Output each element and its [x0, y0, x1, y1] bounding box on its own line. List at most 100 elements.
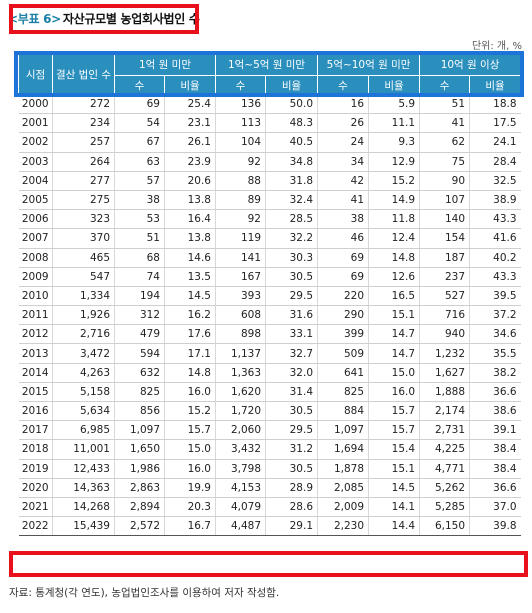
value-cell: 39.5 [469, 286, 521, 307]
value-cell: 18.8 [469, 95, 521, 115]
year-cell: 2018 [18, 439, 53, 460]
year-cell: 2003 [18, 152, 53, 172]
value-cell: 68 [114, 248, 165, 268]
value-cell: 4,153 [215, 478, 266, 498]
value-cell: 28.4 [469, 152, 521, 172]
value-cell: 23.9 [164, 152, 216, 172]
year-cell: 2013 [18, 343, 53, 364]
year-cell: 2020 [18, 478, 53, 498]
value-cell: 15.4 [368, 439, 420, 460]
value-cell: 2,009 [317, 497, 369, 518]
value-cell: 9.3 [368, 132, 420, 153]
value-cell: 14.5 [164, 286, 216, 307]
header-count: 수 [317, 75, 370, 95]
value-cell: 43.3 [469, 267, 521, 287]
value-cell: 34.8 [264, 152, 318, 172]
header-count: 수 [215, 75, 266, 95]
value-cell: 275 [52, 190, 115, 211]
table-row: 2021 14,268 2,894 20.3 4,079 28.6 2,009 14.1 5,2… [18, 497, 521, 518]
value-cell: 1,363 [215, 363, 266, 383]
table-body: 2000 272 69 25.4 136 50.0 16 5.9 51 18.8 2001 234 54… [18, 95, 521, 537]
value-cell: 234 [52, 113, 115, 134]
value-cell: 312 [114, 305, 165, 326]
value-cell: 35.5 [469, 343, 521, 364]
year-cell: 2016 [18, 401, 53, 422]
value-cell: 2,731 [419, 420, 470, 441]
unit-label: 단위: 개, % [471, 41, 522, 52]
value-cell: 2,572 [114, 516, 165, 537]
value-cell: 14.4 [368, 516, 420, 537]
value-cell: 716 [419, 305, 470, 326]
header-total: 결산 법인 수 [52, 54, 115, 95]
year-cell: 2019 [18, 459, 53, 479]
value-cell: 14.7 [368, 324, 420, 345]
data-table-container: 시점 결산 법인 수 1억 원 미만 1억~5억 원 미만 5억~10억 원 미… [18, 54, 522, 537]
value-cell: 67 [114, 132, 165, 153]
header-group-2: 1억~5억 원 미만 [214, 54, 319, 76]
header-ratio: 비율 [264, 75, 319, 95]
year-cell: 2015 [18, 382, 53, 403]
value-cell: 31.2 [264, 439, 318, 460]
value-cell: 1,232 [419, 343, 470, 364]
value-cell: 12.9 [368, 152, 420, 172]
value-cell: 38.2 [469, 363, 521, 383]
value-cell: 14.1 [368, 497, 420, 518]
table-row: 2005 275 38 13.8 89 32.4 41 14.9 107 38.9 [18, 190, 521, 211]
value-cell: 26 [317, 113, 369, 134]
table-row: 2020 14,363 2,863 19.9 4,153 28.9 2,085 14.5 5,2… [18, 478, 521, 498]
table-row: 2011 1,926 312 16.2 608 31.6 290 15.1 716 37.2 [18, 305, 521, 326]
header-group-3: 5억~10억 원 미만 [317, 54, 421, 76]
value-cell: 509 [317, 343, 369, 364]
value-cell: 51 [114, 228, 165, 249]
value-cell: 15.7 [368, 420, 420, 441]
value-cell: 393 [215, 286, 266, 307]
value-cell: 5,285 [419, 497, 470, 518]
header-year: 시점 [18, 54, 53, 95]
value-cell: 2,230 [317, 516, 369, 537]
value-cell: 31.8 [264, 171, 318, 191]
value-cell: 41 [317, 190, 369, 211]
year-cell: 2000 [18, 95, 53, 115]
value-cell: 641 [317, 363, 369, 383]
table-row: 2001 234 54 23.1 113 48.3 26 11.1 41 17.5 [18, 113, 521, 134]
value-cell: 69 [317, 248, 369, 268]
year-cell: 2006 [18, 209, 53, 230]
value-cell: 272 [52, 95, 115, 115]
value-cell: 1,720 [215, 401, 266, 422]
header-ratio: 비율 [469, 75, 522, 95]
value-cell: 825 [114, 382, 165, 403]
value-cell: 14.9 [368, 190, 420, 211]
value-cell: 608 [215, 305, 266, 326]
value-cell: 1,097 [317, 420, 369, 441]
value-cell: 36.6 [469, 478, 521, 498]
value-cell: 1,878 [317, 459, 369, 479]
value-cell: 13.8 [164, 228, 216, 249]
value-cell: 15.2 [368, 171, 420, 191]
value-cell: 40.5 [264, 132, 318, 153]
value-cell: 4,771 [419, 459, 470, 479]
value-cell: 53 [114, 209, 165, 230]
value-cell: 5,262 [419, 478, 470, 498]
value-cell: 50.0 [264, 95, 318, 115]
value-cell: 15.1 [368, 459, 420, 479]
table-row: 2018 11,001 1,650 15.0 3,432 31.2 1,694 15.4 4,2… [18, 439, 521, 460]
year-cell: 2010 [18, 286, 53, 307]
value-cell: 48.3 [264, 113, 318, 134]
table-row: 2014 4,263 632 14.8 1,363 32.0 641 15.0 1,627 38.… [18, 363, 521, 383]
data-table: 시점 결산 법인 수 1억 원 미만 1억~5억 원 미만 5억~10억 원 미… [18, 54, 522, 537]
value-cell: 14,363 [52, 478, 115, 498]
value-cell: 898 [215, 324, 266, 345]
value-cell: 3,472 [52, 343, 115, 364]
value-cell: 1,627 [419, 363, 470, 383]
value-cell: 113 [215, 113, 266, 134]
value-cell: 107 [419, 190, 470, 211]
value-cell: 20.6 [164, 171, 216, 191]
value-cell: 632 [114, 363, 165, 383]
value-cell: 194 [114, 286, 165, 307]
source-note: 자료: 통계청(각 연도), 농업법인조사를 이용하여 저자 작성함. [9, 587, 280, 599]
value-cell: 1,650 [114, 439, 165, 460]
value-cell: 16.5 [368, 286, 420, 307]
value-cell: 3,798 [215, 459, 266, 479]
year-cell: 2005 [18, 190, 53, 211]
value-cell: 399 [317, 324, 369, 345]
